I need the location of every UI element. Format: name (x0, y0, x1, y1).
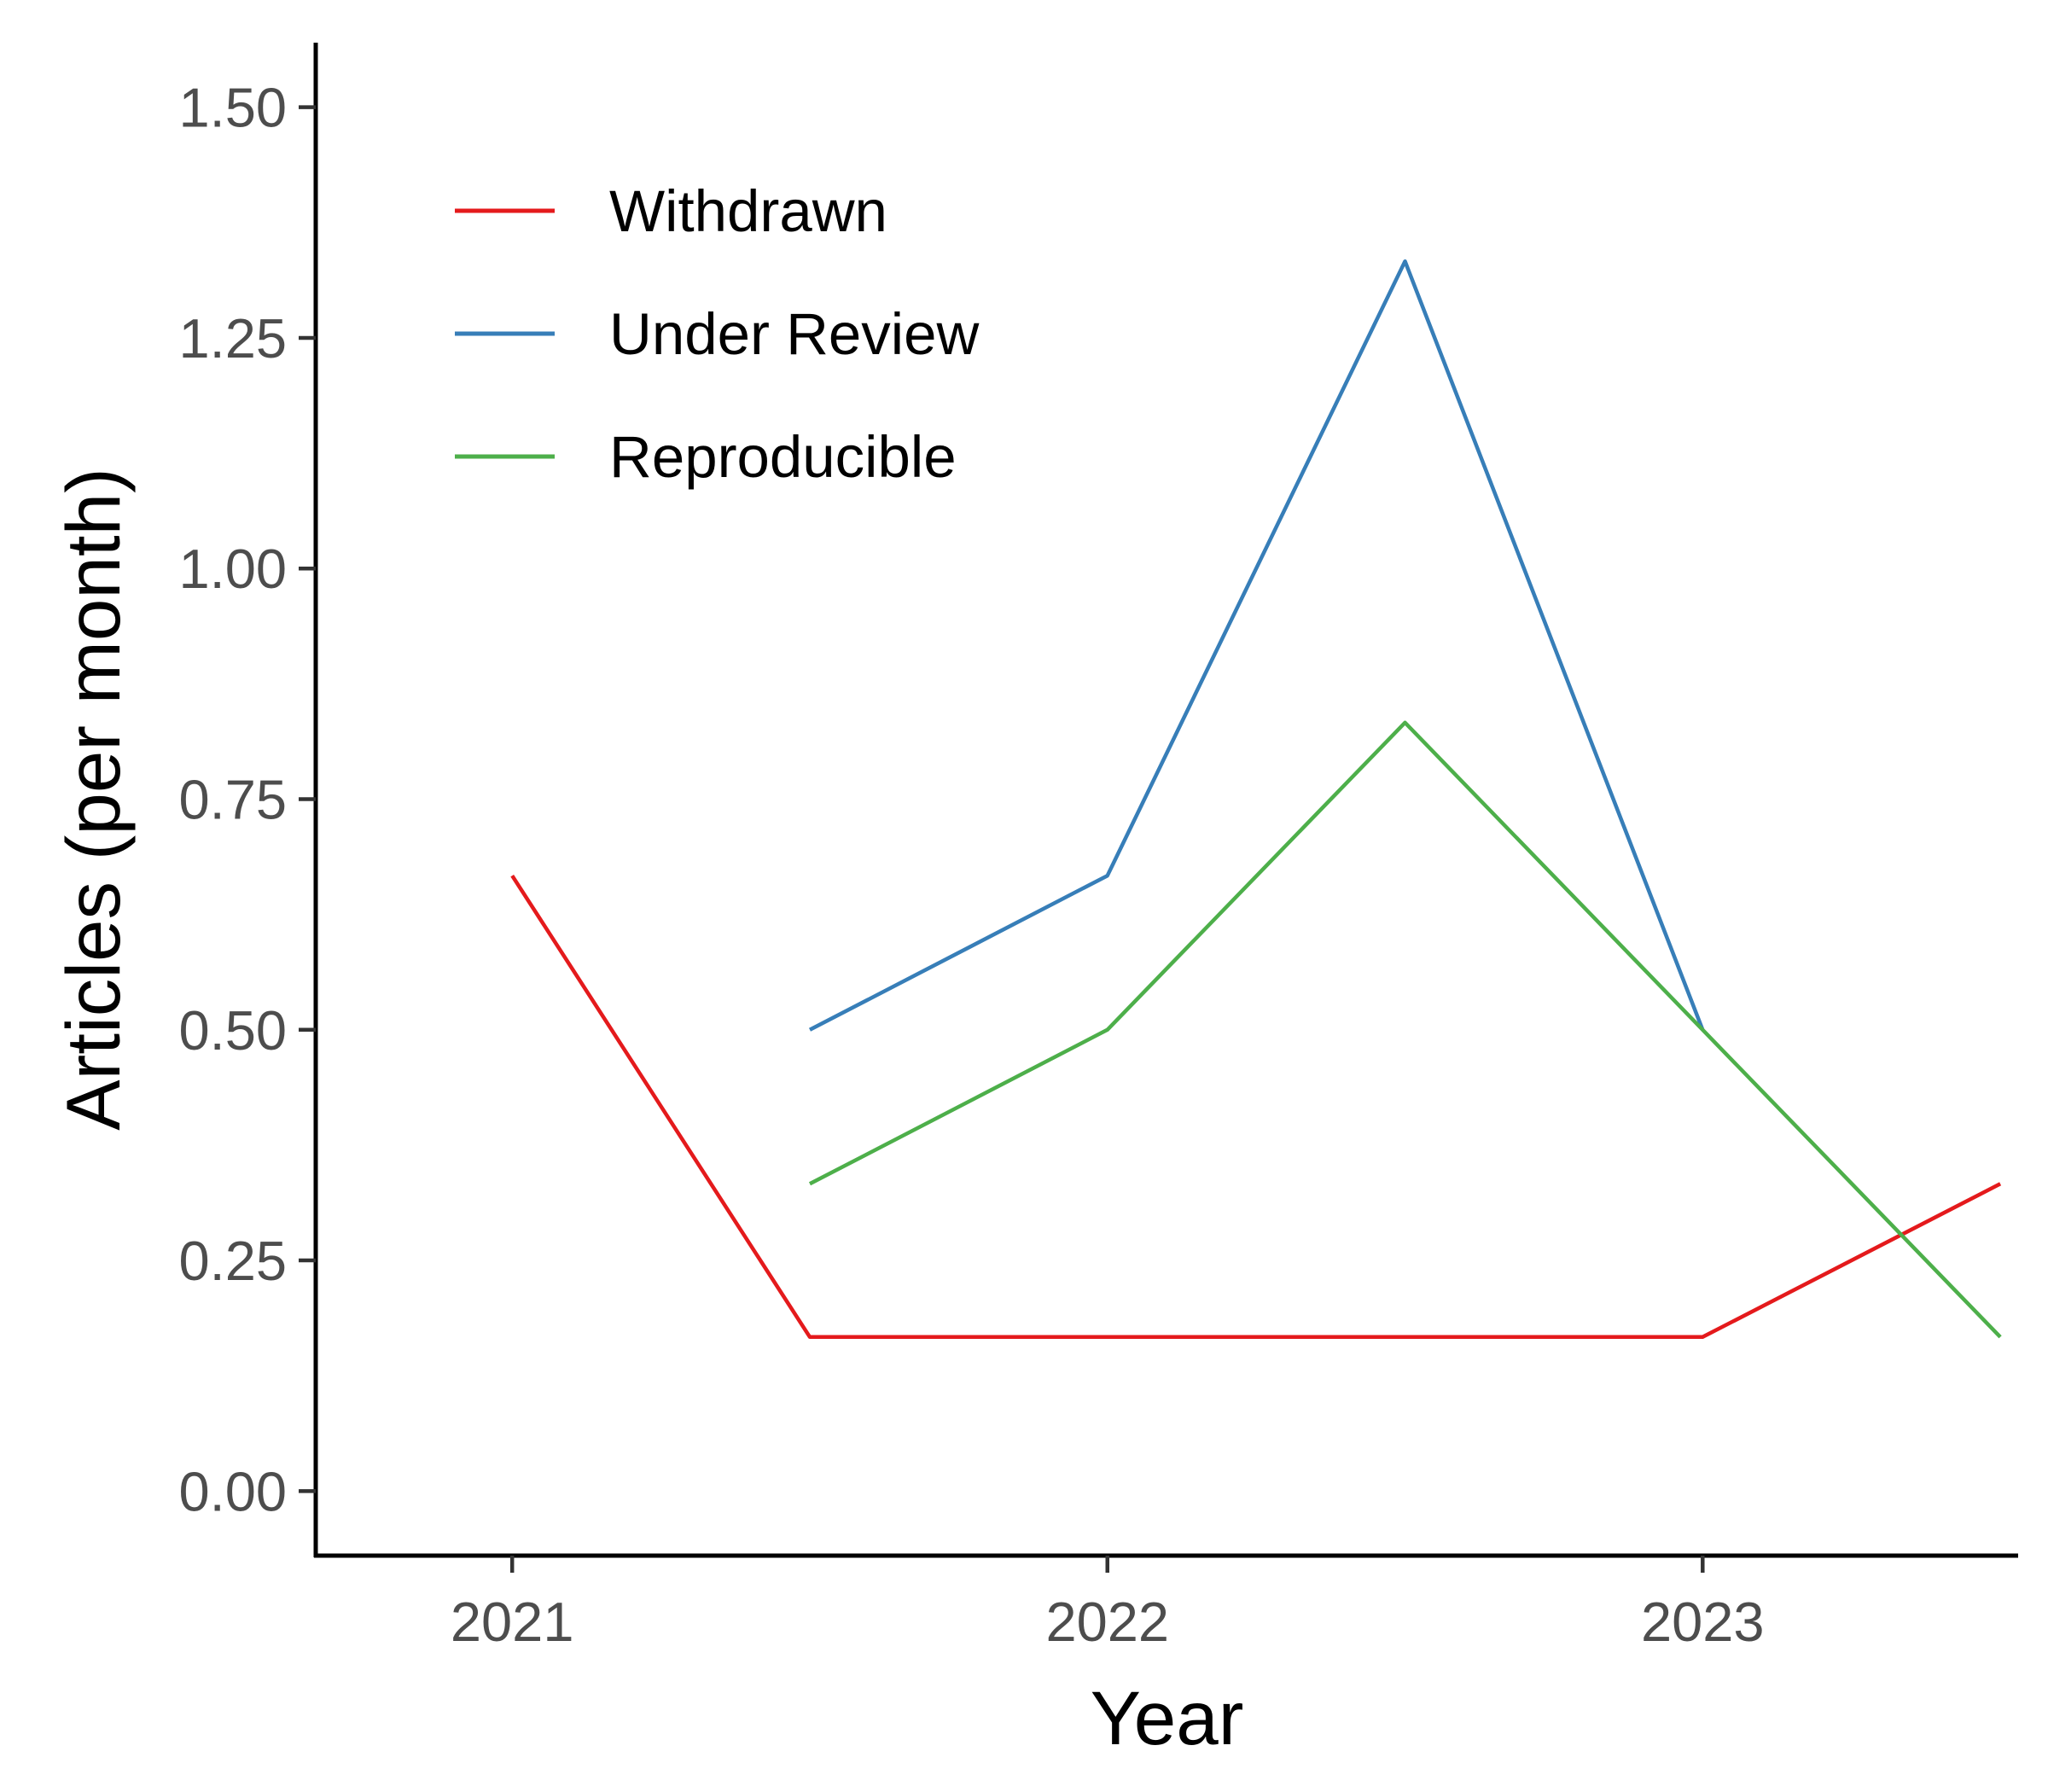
legend: Withdrawn Under Review Reproducible (455, 178, 980, 490)
y-tick-label: 1.00 (178, 538, 287, 600)
series-layer (510, 259, 2002, 1340)
x-axis-title: Year (1091, 1675, 1244, 1760)
series-line-withdrawn (510, 874, 2002, 1340)
y-tick-label: 1.50 (178, 77, 287, 139)
y-axis-title: Articles (per month) (50, 468, 136, 1131)
y-tick-label: 0.75 (178, 769, 287, 831)
y-tick-label: 0.50 (178, 999, 287, 1062)
x-tick-label: 2022 (1045, 1591, 1169, 1653)
x-tick-label: 2023 (1641, 1591, 1765, 1653)
legend-label-under-review: Under Review (609, 301, 980, 367)
y-tick-label: 0.00 (178, 1460, 287, 1522)
legend-label-withdrawn: Withdrawn (609, 178, 887, 244)
axes: 0.00 0.25 0.50 0.75 1.00 1.25 1.50 2021 2022 2023 (178, 43, 2018, 1653)
series-line-under-review (808, 259, 1705, 1032)
y-tick-label: 1.25 (178, 307, 287, 369)
x-tick-label: 2021 (451, 1591, 574, 1653)
series-line-reproducible (808, 720, 2002, 1339)
y-tick-label: 0.25 (178, 1230, 287, 1292)
legend-label-reproducible: Reproducible (609, 424, 957, 490)
